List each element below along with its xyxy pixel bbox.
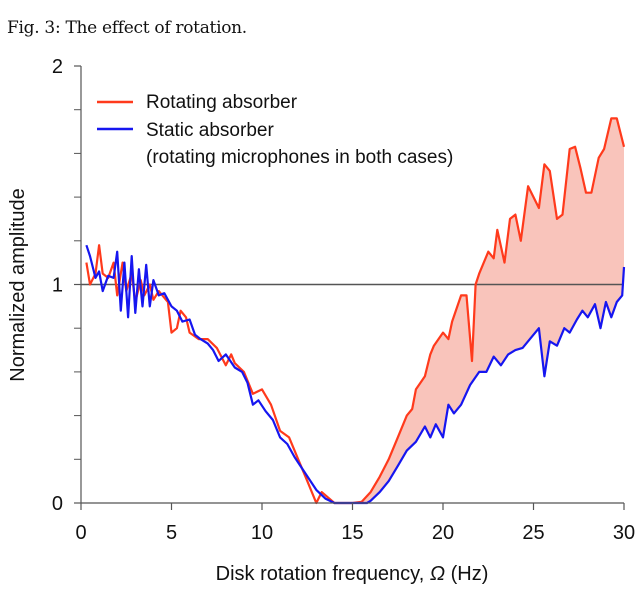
y-tick-label: 1 [52,275,63,297]
legend-label-static: Static absorber [146,120,274,141]
x-tick-label: 25 [522,522,544,544]
x-tick-label: 0 [75,522,86,544]
series-line-static [85,244,626,505]
x-tick-label: 20 [432,522,454,544]
figure-title: Fig. 3: The effect of rotation. [7,18,247,38]
x-axis-label: Disk rotation frequency, Ω (Hz) [216,563,489,585]
y-tick-label: 2 [52,56,63,78]
x-tick-label: 30 [613,522,635,544]
ticks: 0 5 10 15 20 25 30 0 1 2 [52,56,635,544]
y-axis-label: Normalized amplitude [7,188,29,381]
fill-between-area [361,118,624,503]
y-tick-label: 0 [52,493,63,515]
x-tick-label: 10 [251,522,273,544]
x-tick-label: 5 [166,522,177,544]
x-tick-label: 15 [341,522,363,544]
legend: Rotating absorber Static absorber (rotat… [97,92,453,168]
series-layer [85,117,626,505]
fill-between-polygon [361,118,624,503]
legend-label-rotating: Rotating absorber [146,92,298,113]
legend-note: (rotating microphones in both cases) [146,147,453,168]
